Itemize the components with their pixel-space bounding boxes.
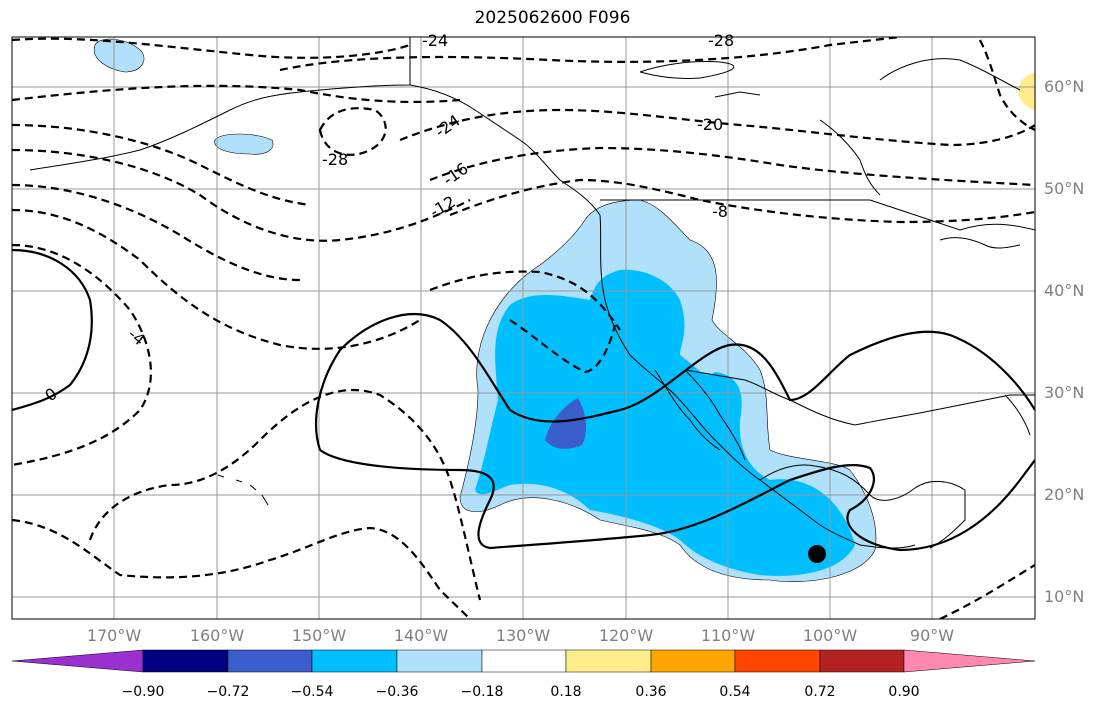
- colorbar-tick: 0.36: [635, 684, 667, 700]
- colorbar-extend-high: [903, 649, 1036, 673]
- blue-patch-aleutian: [93, 38, 145, 73]
- lat-label: 10°N: [1044, 587, 1085, 606]
- map-frame: [11, 36, 1036, 620]
- colorbar-extend-low: [11, 649, 144, 673]
- lon-label: 120°W: [598, 626, 654, 645]
- colorbar-tick: −0.72: [206, 684, 250, 700]
- blue-patch-bering: [214, 133, 274, 155]
- lat-label: 50°N: [1044, 179, 1085, 198]
- colorbar-tick: 0.54: [719, 684, 751, 700]
- contour-label: -28: [708, 31, 734, 50]
- colorbar-tick: 0.90: [888, 684, 920, 700]
- lat-label: 30°N: [1044, 383, 1085, 402]
- yellow-region: [1018, 72, 1035, 111]
- colorbar-tick: −0.36: [375, 684, 419, 700]
- dark-blue-region: [545, 398, 587, 449]
- lon-label: 90°W: [909, 626, 955, 645]
- colorbar-tick: −0.90: [121, 684, 165, 700]
- anomaly-shading: [93, 38, 1035, 582]
- lon-label: 160°W: [189, 626, 245, 645]
- lon-label: 140°W: [393, 626, 449, 645]
- medium-blue-region: [475, 269, 855, 576]
- contour-label: -8: [712, 202, 728, 221]
- contour-label: -28: [322, 150, 348, 169]
- contour-label: 0: [41, 384, 60, 405]
- colorbar-tick: 0.72: [804, 684, 836, 700]
- storm-center-dot: [808, 545, 826, 563]
- lat-label: 60°N: [1044, 77, 1085, 96]
- contour-label: -16: [439, 159, 471, 190]
- lon-label: 150°W: [291, 626, 347, 645]
- contour-label: -4: [124, 325, 148, 350]
- contours: [12, 37, 1035, 619]
- contour-label: -12: [427, 192, 459, 222]
- map-title: 2025062600 F096: [474, 8, 631, 28]
- lon-label: 100°W: [802, 626, 858, 645]
- lon-label: 130°W: [495, 626, 551, 645]
- colorbar-tick: 0.18: [550, 684, 582, 700]
- colorbar: [11, 649, 1036, 673]
- lat-label: 40°N: [1044, 281, 1085, 300]
- lon-label: 110°W: [700, 626, 756, 645]
- lat-label: 20°N: [1044, 485, 1085, 504]
- lon-label: 170°W: [86, 626, 142, 645]
- colorbar-tick: −0.54: [290, 684, 334, 700]
- colorbar-tick: −0.18: [460, 684, 504, 700]
- contour-label: -20: [697, 115, 723, 134]
- contour-label: -24: [431, 111, 463, 142]
- contour-label: -24: [422, 31, 448, 50]
- graticule: [12, 37, 1035, 619]
